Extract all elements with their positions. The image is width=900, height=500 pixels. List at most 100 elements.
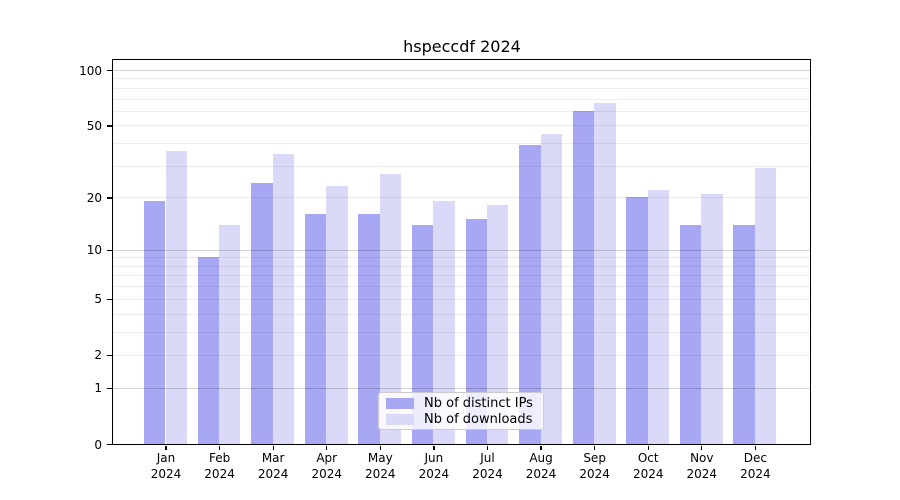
gridline-40	[113, 143, 810, 145]
y-tick-label: 20	[86, 190, 102, 205]
x-tick-month: Aug	[529, 451, 553, 465]
bar-aug-distinct-ips	[519, 145, 541, 444]
gridline-6	[113, 286, 810, 288]
y-tick-mark	[107, 387, 112, 390]
gridline-1	[113, 387, 810, 390]
bar-nov-distinct-ips	[679, 224, 702, 444]
y-tick-label: 100	[79, 63, 102, 78]
x-tick-month: Apr	[316, 451, 338, 465]
x-tick-year: 2024	[579, 466, 610, 481]
bar-feb-distinct-ips	[197, 257, 220, 444]
x-tick-month: Nov	[690, 451, 714, 465]
bar-apr-distinct-ips	[304, 214, 327, 444]
y-tick-mark	[107, 298, 112, 301]
y-tick-mark	[107, 354, 112, 357]
x-tick-mark	[433, 445, 435, 450]
bar-dec-distinct-ips	[733, 224, 755, 444]
x-tick-month: Sep	[583, 451, 606, 465]
y-tick-mark	[107, 125, 112, 127]
gridline-100	[113, 70, 810, 72]
y-tick-mark	[107, 249, 112, 251]
x-tick-mark	[754, 445, 757, 450]
gridline-2	[113, 354, 810, 356]
bar-jan-distinct-ips	[144, 201, 166, 444]
x-tick-mark	[326, 445, 328, 450]
y-tick-label: 50	[86, 118, 102, 133]
legend-item-downloads: Nb of downloads	[386, 411, 536, 427]
bar-jun-distinct-ips	[412, 224, 434, 444]
x-tick-label-dec: Dec 2024	[720, 451, 790, 482]
legend-item-distinct-ips: Nb of distinct IPs	[386, 395, 536, 411]
x-tick-month: Dec	[743, 451, 767, 465]
x-tick-year: 2024	[418, 466, 450, 481]
gridline-80	[113, 87, 810, 89]
x-tick-year: 2024	[525, 466, 557, 481]
y-tick-label: 5	[94, 292, 102, 307]
x-tick-year: 2024	[472, 466, 503, 481]
x-tick-label-apr: Apr 2024	[292, 451, 362, 482]
bar-sep-distinct-ips	[572, 110, 595, 444]
x-tick-year: 2024	[311, 466, 342, 481]
x-tick-year: 2024	[686, 466, 718, 481]
y-tick-mark	[107, 197, 112, 199]
bar-mar-distinct-ips	[251, 183, 273, 444]
legend-swatch-distinct-ips	[386, 397, 414, 409]
gridline-9	[113, 257, 810, 259]
y-tick-mark	[107, 444, 112, 446]
gridline-10	[113, 249, 810, 251]
x-tick-year: 2024	[632, 466, 664, 481]
bar-nov-downloads	[701, 193, 723, 444]
y-tick-label: 2	[94, 348, 102, 363]
gridline-70	[113, 98, 810, 100]
x-tick-label-aug: Aug 2024	[506, 451, 576, 482]
legend-swatch-downloads	[386, 413, 414, 425]
x-tick-year: 2024	[740, 466, 771, 481]
bar-may-distinct-ips	[358, 214, 380, 444]
y-tick-label: 0	[94, 437, 102, 452]
gridline-90	[113, 78, 810, 80]
bar-apr-downloads	[326, 186, 348, 444]
x-tick-mark	[593, 445, 596, 450]
gridline-50	[113, 125, 810, 127]
y-tick-mark	[107, 70, 112, 72]
plot-area: Nb of distinct IPs Nb of downloads	[112, 59, 811, 445]
bar-jul-downloads	[486, 205, 509, 444]
x-tick-label-feb: Feb 2024	[185, 451, 255, 482]
gridline-20	[113, 197, 810, 199]
y-tick-label: 10	[86, 243, 102, 258]
x-tick-month: Jun	[424, 451, 444, 465]
y-tick-label: 1	[94, 381, 102, 396]
legend-label-downloads: Nb of downloads	[424, 411, 533, 427]
x-tick-label-nov: Nov 2024	[667, 451, 737, 482]
x-tick-mark	[165, 445, 167, 450]
x-tick-month: Jan	[156, 451, 176, 465]
x-tick-label-may: May 2024	[345, 451, 415, 482]
x-tick-label-jan: Jan 2024	[131, 451, 201, 482]
bar-aug-downloads	[540, 133, 562, 444]
gridline-60	[113, 110, 810, 112]
bar-may-downloads	[379, 173, 402, 444]
legend-label-distinct-ips: Nb of distinct IPs	[424, 395, 533, 411]
bar-sep-downloads	[594, 103, 616, 444]
bar-feb-downloads	[219, 224, 241, 444]
chart-title: hspeccdf 2024	[403, 37, 521, 56]
bar-jun-downloads	[433, 201, 455, 444]
gridline-30	[113, 165, 810, 167]
x-tick-label-jul: Jul 2024	[452, 451, 522, 482]
x-tick-year: 2024	[150, 466, 182, 481]
gridline-8	[113, 265, 810, 267]
bar-mar-downloads	[272, 153, 295, 444]
x-tick-year: 2024	[204, 466, 235, 481]
x-tick-label-sep: Sep 2024	[560, 451, 630, 482]
x-tick-label-oct: Oct 2024	[613, 451, 683, 482]
gridline-7	[113, 275, 810, 277]
bar-dec-downloads	[754, 168, 777, 444]
bar-jan-downloads	[165, 151, 187, 444]
x-tick-month: Oct	[637, 451, 659, 465]
x-tick-mark	[379, 445, 381, 450]
x-tick-year: 2024	[365, 466, 396, 481]
bar-oct-distinct-ips	[626, 197, 648, 444]
x-tick-mark	[486, 445, 489, 450]
x-tick-label-mar: Mar 2024	[238, 451, 308, 482]
